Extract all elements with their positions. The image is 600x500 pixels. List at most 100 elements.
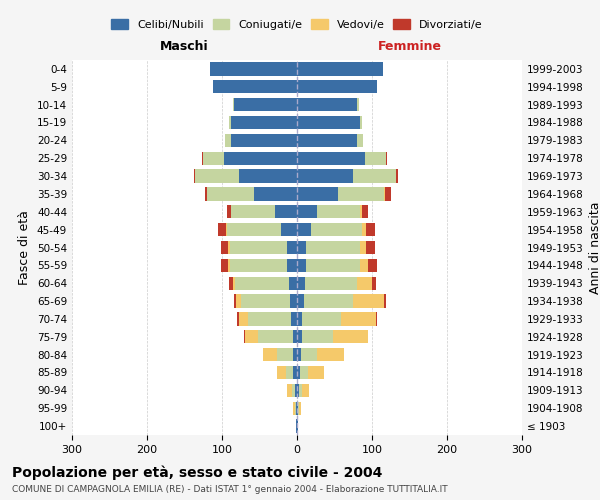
Bar	[229, 241, 287, 254]
Bar	[297, 116, 360, 129]
Bar	[360, 258, 367, 272]
Bar	[299, 384, 302, 397]
Bar	[295, 384, 297, 397]
Bar	[376, 312, 377, 326]
Bar	[210, 62, 297, 76]
Legend: Celibi/Nubili, Coniugati/e, Vedovi/e, Divorziati/e: Celibi/Nubili, Coniugati/e, Vedovi/e, Di…	[109, 17, 485, 32]
Bar	[357, 134, 363, 147]
Bar	[385, 187, 391, 200]
Bar	[295, 402, 296, 415]
Bar	[231, 134, 297, 147]
Bar	[357, 276, 372, 290]
Bar	[293, 402, 295, 415]
Bar	[287, 241, 297, 254]
Text: Femmine: Femmine	[377, 40, 442, 53]
Bar	[353, 294, 384, 308]
Bar	[304, 294, 353, 308]
Bar	[366, 223, 375, 236]
Bar	[396, 170, 398, 183]
Bar	[305, 276, 357, 290]
Bar	[233, 98, 234, 112]
Bar	[341, 312, 376, 326]
Bar	[203, 152, 223, 165]
Bar	[333, 330, 367, 344]
Bar	[386, 152, 387, 165]
Bar	[235, 276, 289, 290]
Bar	[227, 205, 231, 218]
Bar	[317, 348, 344, 362]
Bar	[297, 366, 300, 379]
Bar	[244, 330, 245, 344]
Bar	[297, 205, 317, 218]
Bar	[226, 223, 227, 236]
Text: COMUNE DI CAMPAGNOLA EMILIA (RE) - Dati ISTAT 1° gennaio 2004 - Elaborazione TUT: COMUNE DI CAMPAGNOLA EMILIA (RE) - Dati …	[12, 485, 448, 494]
Bar	[281, 223, 297, 236]
Bar	[194, 170, 195, 183]
Bar	[297, 80, 377, 94]
Bar	[297, 134, 357, 147]
Bar	[287, 258, 297, 272]
Bar	[297, 402, 298, 415]
Bar	[298, 402, 299, 415]
Bar	[275, 205, 297, 218]
Bar	[258, 330, 293, 344]
Bar	[227, 223, 281, 236]
Bar	[207, 187, 254, 200]
Bar	[225, 134, 231, 147]
Bar	[223, 152, 297, 165]
Bar	[297, 276, 305, 290]
Bar	[297, 170, 353, 183]
Bar	[311, 223, 361, 236]
Bar	[287, 384, 292, 397]
Bar	[366, 241, 375, 254]
Bar	[239, 312, 248, 326]
Bar	[241, 294, 290, 308]
Bar	[372, 276, 376, 290]
Bar	[205, 187, 207, 200]
Bar	[277, 366, 286, 379]
Bar	[237, 312, 239, 326]
Bar	[293, 366, 297, 379]
Bar	[229, 276, 233, 290]
Bar	[299, 402, 301, 415]
Bar	[360, 241, 366, 254]
Bar	[384, 187, 385, 200]
Bar	[297, 98, 357, 112]
Bar	[218, 223, 226, 236]
Bar	[360, 205, 361, 218]
Bar	[293, 348, 297, 362]
Text: Popolazione per età, sesso e stato civile - 2004: Popolazione per età, sesso e stato civil…	[12, 465, 382, 479]
Bar	[302, 330, 333, 344]
Bar	[221, 241, 228, 254]
Bar	[296, 420, 297, 433]
Bar	[228, 241, 229, 254]
Bar	[297, 223, 311, 236]
Bar	[248, 312, 291, 326]
Bar	[231, 116, 297, 129]
Bar	[291, 312, 297, 326]
Bar	[302, 312, 341, 326]
Bar	[286, 366, 293, 379]
Bar	[228, 258, 229, 272]
Bar	[297, 420, 298, 433]
Bar	[367, 330, 368, 344]
Bar	[297, 330, 302, 344]
Bar	[239, 170, 297, 183]
Bar	[234, 98, 297, 112]
Bar	[277, 348, 293, 362]
Bar	[231, 205, 275, 218]
Bar	[297, 258, 306, 272]
Bar	[245, 330, 258, 344]
Bar	[357, 98, 359, 112]
Bar	[308, 366, 324, 379]
Bar	[317, 205, 360, 218]
Bar	[365, 152, 386, 165]
Bar	[229, 116, 231, 129]
Bar	[297, 348, 301, 362]
Bar	[233, 276, 235, 290]
Bar	[297, 152, 365, 165]
Bar	[263, 348, 277, 362]
Bar	[296, 402, 297, 415]
Bar	[297, 62, 383, 76]
Bar	[384, 294, 386, 308]
